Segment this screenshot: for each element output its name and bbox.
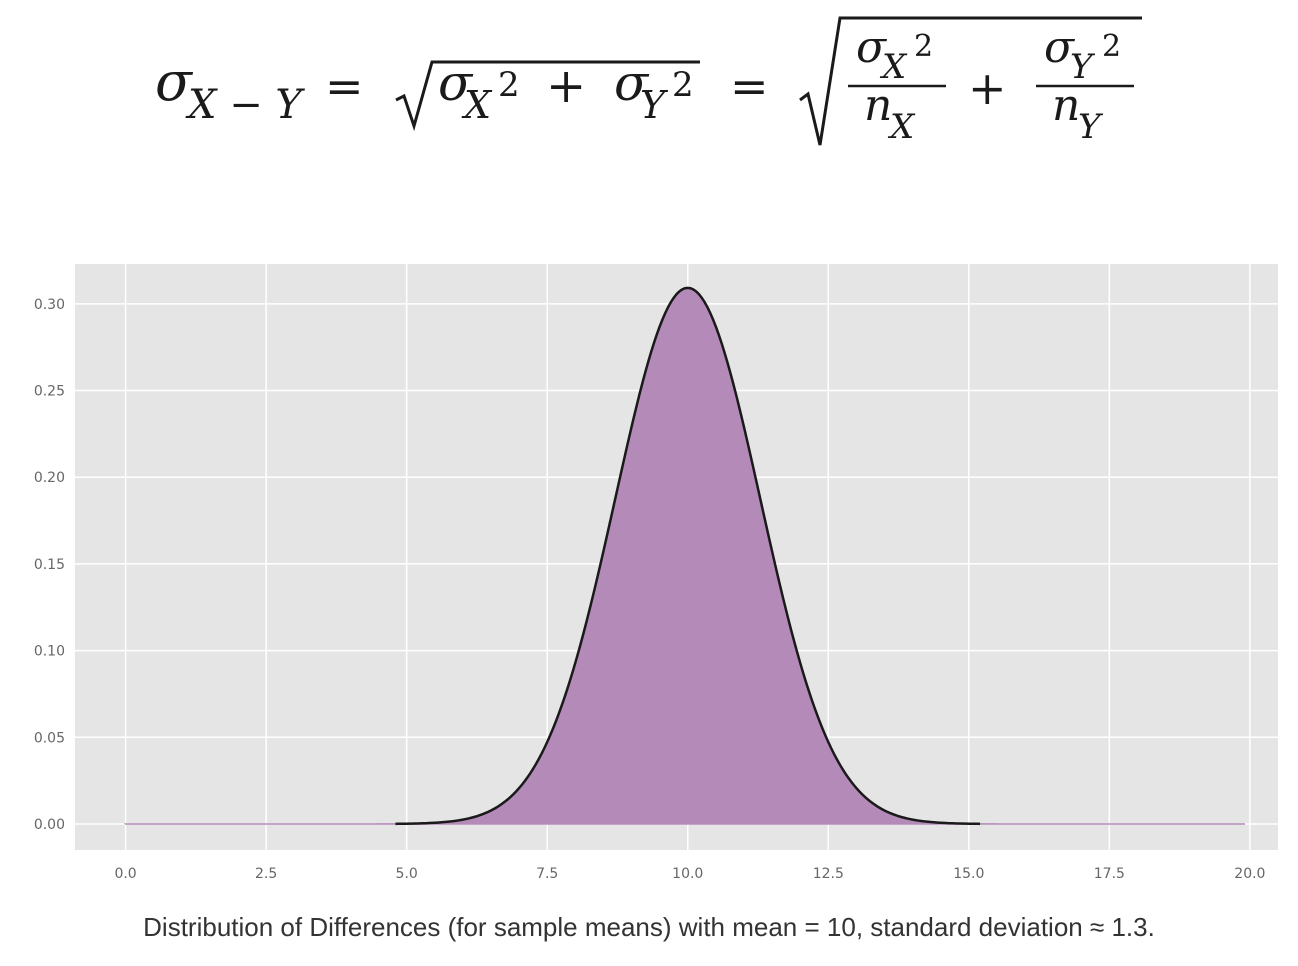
- figure-caption: Distribution of Differences (for sample …: [143, 912, 1155, 942]
- formula-frac2-sub-y: Y: [1070, 47, 1096, 87]
- formula-frac1-sub-x: X: [879, 47, 908, 87]
- formula-frac2-sup-2: 2: [1102, 29, 1121, 64]
- formula-equals-1: =: [325, 59, 364, 113]
- axis-ticks: 0.0 2.5 5.0 7.5 10.0 12.5 15.0 17.5 20.0 0.00 0.05…: [34, 297, 1266, 882]
- sqrt-sign-2: [799, 16, 1142, 146]
- formula-frac1-sub-nx: X: [887, 107, 916, 147]
- formula-sigma-lhs: σ: [155, 50, 194, 113]
- formula-sub-y-1: Y: [640, 83, 669, 127]
- x-tick-label: 15.0: [953, 866, 984, 882]
- y-tick-label: 0.25: [34, 384, 65, 400]
- y-tick-label: 0.20: [34, 470, 65, 486]
- formula-sub-x-1: X: [461, 83, 493, 127]
- x-tick-label: 7.5: [536, 866, 558, 882]
- formula-sigma-x: σ: [438, 54, 474, 112]
- formula-frac1-sup-2: 2: [914, 29, 933, 64]
- formula-equals-2: =: [730, 59, 769, 113]
- distribution-chart: 0.0 2.5 5.0 7.5 10.0 12.5 15.0 17.5 20.0 0.00 0.05…: [34, 264, 1278, 882]
- x-tick-label: 17.5: [1094, 866, 1125, 882]
- formula-sub-x-minus-y: X − Y: [185, 82, 305, 128]
- formula-frac2-sub-ny: Y: [1078, 107, 1104, 147]
- x-tick-label: 12.5: [813, 866, 844, 882]
- formula-frac2-sigma: σ: [1044, 22, 1076, 73]
- formula-plus-1: +: [546, 58, 586, 114]
- x-tick-label: 10.0: [672, 866, 703, 882]
- x-tick-label: 5.0: [396, 866, 418, 882]
- x-tick-label: 2.5: [255, 866, 277, 882]
- formula-sigma-y: σ: [614, 54, 650, 112]
- x-tick-label: 0.0: [114, 866, 136, 882]
- formula-frac1-sigma: σ: [856, 22, 888, 73]
- x-tick-label: 20.0: [1234, 866, 1265, 882]
- formula-frac1-n: n: [864, 80, 892, 131]
- density-outline: [395, 286, 981, 826]
- sqrt-sign-1: [395, 60, 700, 132]
- y-tick-label: 0.00: [34, 817, 65, 833]
- formula-sup-2-1: 2: [498, 65, 520, 105]
- formula-plus-2: +: [968, 61, 1007, 115]
- y-tick-label: 0.30: [34, 297, 65, 313]
- formula-frac2-n: n: [1052, 80, 1080, 131]
- formula: σ X − Y = σ X 2 + σ Y 2 = σ X 2 n X + σ …: [155, 16, 1142, 147]
- y-tick-label: 0.10: [34, 644, 65, 660]
- y-tick-label: 0.15: [34, 557, 65, 573]
- y-tick-label: 0.05: [34, 730, 65, 746]
- formula-sup-2-2: 2: [672, 65, 694, 105]
